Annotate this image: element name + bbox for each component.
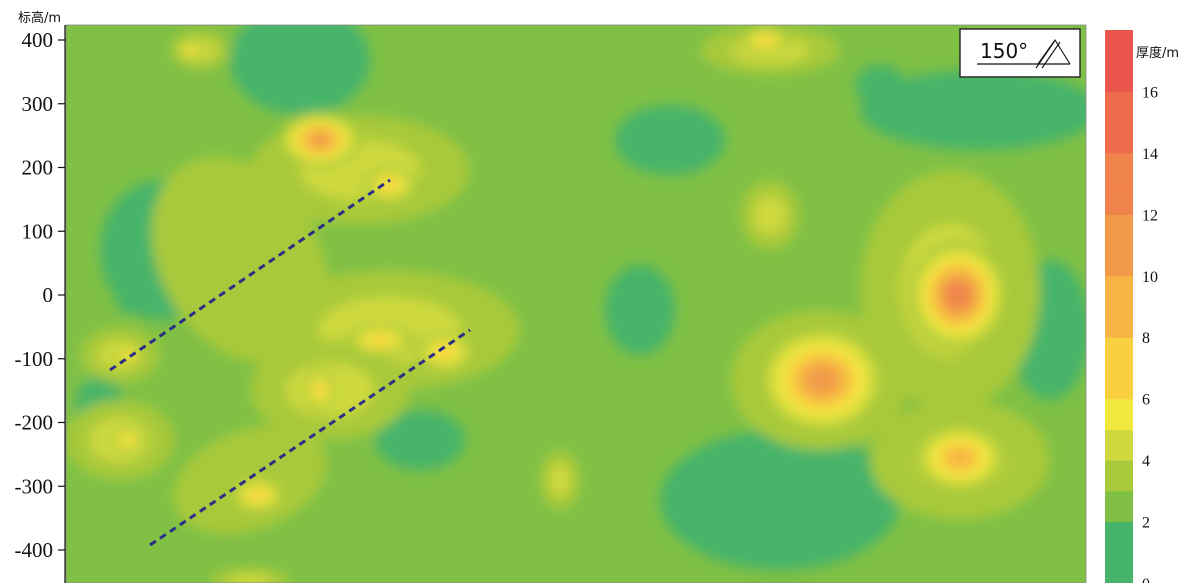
contour-band — [116, 286, 144, 314]
contour-group — [230, 25, 370, 115]
contour-band — [946, 282, 970, 308]
contour-group — [230, 477, 286, 513]
colorbar-segment — [1105, 337, 1133, 369]
y-tick-label: 400 — [22, 28, 54, 52]
contour-group — [660, 430, 900, 570]
contour-band — [660, 430, 900, 570]
y-axis: 标高/m 400 300 200 100 0 -100 -200 -300 -400 — [15, 10, 66, 583]
contour-group — [304, 368, 336, 412]
contour-group — [912, 423, 1008, 493]
contour-band — [615, 105, 725, 175]
contour-group — [415, 332, 475, 372]
contour-band — [230, 25, 370, 115]
dip-angle-label: 150° — [980, 39, 1028, 63]
contour-group — [116, 286, 144, 314]
colorbar-tick-label: 4 — [1142, 453, 1150, 470]
colorbar-segment — [1105, 122, 1133, 154]
y-axis-title: 标高/m — [18, 10, 61, 26]
colorbar-segment — [1105, 245, 1133, 277]
contour-band — [860, 70, 1086, 150]
strata-traces — [109, 178, 471, 547]
colorbar-segment — [1105, 214, 1133, 246]
contour-band — [435, 345, 455, 359]
y-tick-label: 200 — [22, 156, 54, 180]
colorbar-segment — [1105, 398, 1133, 430]
colorbar-segment — [1105, 60, 1133, 92]
contour-band — [185, 46, 195, 54]
contour-group — [278, 112, 362, 168]
colorbar-tick-label: 2 — [1142, 515, 1150, 532]
contour-band — [309, 133, 331, 147]
contour-group — [540, 450, 580, 510]
colorbar-segment — [1105, 367, 1133, 400]
strata-trace-line — [109, 178, 391, 372]
colorbar-segment — [1105, 152, 1133, 185]
colorbar-segment — [1105, 30, 1133, 62]
contour-band — [380, 179, 400, 191]
colorbar-title: 厚度/m — [1136, 45, 1179, 61]
contour-band — [805, 366, 839, 394]
contour-group — [345, 324, 415, 356]
contour-band — [314, 382, 326, 398]
y-tick-label: -400 — [15, 538, 54, 562]
colorbar-segment — [1105, 429, 1133, 461]
contour-group — [860, 70, 1086, 150]
contour-group — [110, 428, 146, 452]
colorbar-segment — [1105, 521, 1133, 553]
dip-hatch-icon — [1035, 41, 1055, 69]
colorbar-tick-label: 0 — [1142, 576, 1150, 583]
contour-band — [753, 195, 787, 235]
contour-band — [946, 448, 974, 468]
contour-group — [740, 180, 800, 250]
contour-band — [228, 573, 272, 583]
contour-group — [757, 325, 887, 435]
colorbar: 厚度/m 0 2 4 6 8 10 12 14 16 — [1105, 30, 1179, 583]
colorbar-segment — [1105, 552, 1133, 583]
contour-group — [908, 240, 1008, 350]
colorbar-tick-label: 14 — [1142, 146, 1158, 163]
colorbar-segment — [1105, 91, 1133, 123]
y-tick-label: 100 — [22, 219, 54, 243]
colorbar-tick-label: 16 — [1142, 84, 1158, 101]
dip-angle-indicator: 150° — [959, 28, 1081, 78]
dip-box — [959, 28, 1081, 78]
contour-band — [122, 436, 134, 444]
contour-group — [176, 40, 204, 60]
contour-band — [375, 410, 465, 470]
colorbar-segment — [1105, 183, 1133, 215]
contour-band — [855, 65, 905, 105]
colorbar-tick-label: 6 — [1142, 392, 1150, 409]
strata-trace-line — [149, 328, 471, 547]
y-tick-label: -200 — [15, 411, 54, 435]
colorbar-tick-label: 8 — [1142, 330, 1150, 347]
contour-group — [855, 65, 905, 105]
contour-group — [362, 167, 418, 203]
contour-band — [248, 489, 268, 501]
contour-plot-area — [66, 25, 1086, 583]
contour-group — [740, 26, 790, 54]
y-tick-label: -300 — [15, 474, 54, 498]
contour-band — [549, 463, 571, 497]
thickness-contours — [66, 25, 1086, 583]
colorbar-segment — [1105, 490, 1133, 523]
colorbar-segment — [1105, 460, 1133, 492]
contour-band — [756, 35, 774, 45]
colorbar-segment — [1105, 306, 1133, 338]
y-tick-label: -100 — [15, 347, 54, 371]
colorbar-tick-label: 12 — [1142, 207, 1158, 224]
contour-group — [605, 265, 675, 355]
plot-frame — [65, 24, 1087, 583]
contour-band — [368, 334, 392, 346]
colorbar-tick-label: 10 — [1142, 269, 1158, 286]
dip-hatch-icon — [1041, 41, 1061, 69]
y-tick-label: 0 — [43, 283, 54, 307]
contour-band — [605, 265, 675, 355]
contour-group — [615, 105, 725, 175]
y-tick-label: 300 — [22, 92, 54, 116]
contour-group — [375, 410, 465, 470]
contour-group — [210, 568, 290, 583]
colorbar-segment — [1105, 275, 1133, 307]
contour-group — [112, 345, 144, 365]
